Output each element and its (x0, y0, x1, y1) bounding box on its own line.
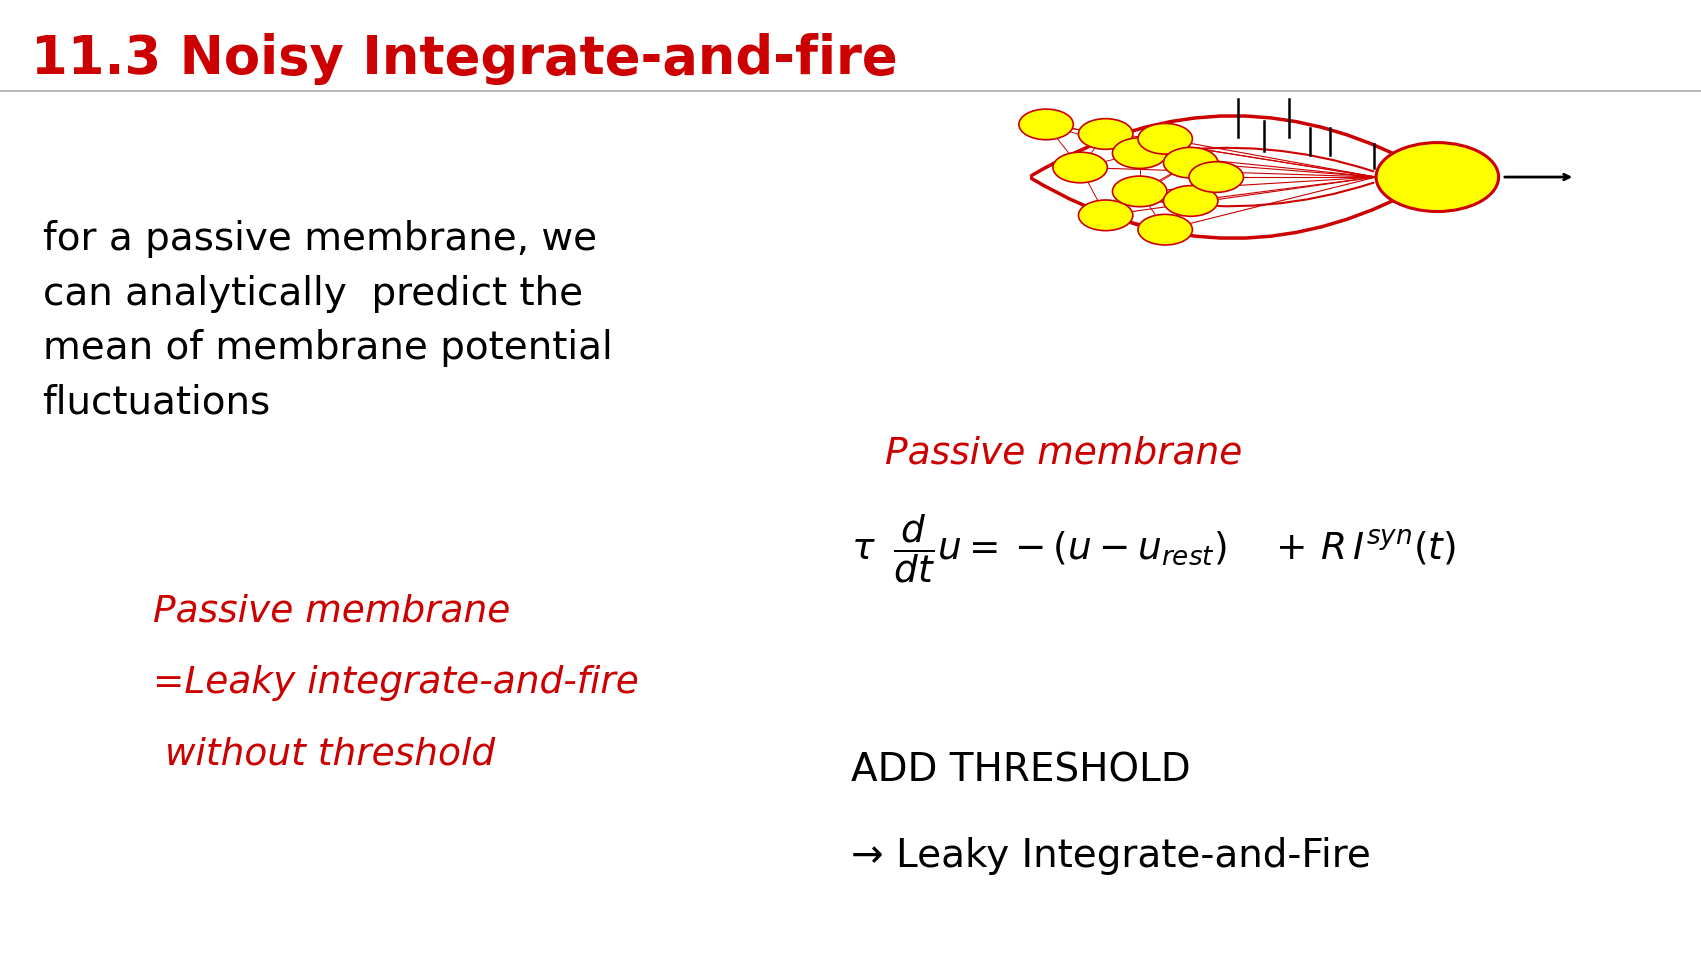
Circle shape (1078, 200, 1133, 231)
Circle shape (1138, 214, 1192, 245)
FancyArrowPatch shape (1031, 178, 1436, 238)
Circle shape (1112, 176, 1167, 207)
Text: → Leaky Integrate-and-Fire: → Leaky Integrate-and-Fire (850, 837, 1371, 876)
Circle shape (1163, 186, 1218, 216)
Text: ADD THRESHOLD: ADD THRESHOLD (850, 751, 1191, 790)
Circle shape (1112, 138, 1167, 168)
FancyArrowPatch shape (1160, 147, 1373, 171)
FancyArrowPatch shape (1031, 116, 1436, 176)
Text: without threshold: without threshold (153, 737, 495, 773)
FancyArrowPatch shape (1160, 183, 1373, 207)
Circle shape (1376, 143, 1499, 211)
Text: Passive membrane: Passive membrane (153, 593, 510, 630)
Circle shape (1078, 119, 1133, 149)
Text: $\tau\;\;\dfrac{d}{dt}u = -(u - u_{rest})\;\;\;\;+\, R\,I^{syn}(t)$: $\tau\;\;\dfrac{d}{dt}u = -(u - u_{rest}… (850, 512, 1456, 585)
Circle shape (1189, 162, 1243, 192)
Text: Passive membrane: Passive membrane (885, 435, 1242, 472)
Text: for a passive membrane, we
can analytically  predict the
mean of membrane potent: for a passive membrane, we can analytica… (43, 220, 612, 422)
Text: 11.3 Noisy Integrate-and-fire: 11.3 Noisy Integrate-and-fire (31, 33, 896, 85)
Circle shape (1019, 109, 1073, 140)
Circle shape (1053, 152, 1107, 183)
Circle shape (1163, 147, 1218, 178)
Circle shape (1138, 123, 1192, 154)
Text: =Leaky integrate-and-fire: =Leaky integrate-and-fire (153, 665, 640, 701)
